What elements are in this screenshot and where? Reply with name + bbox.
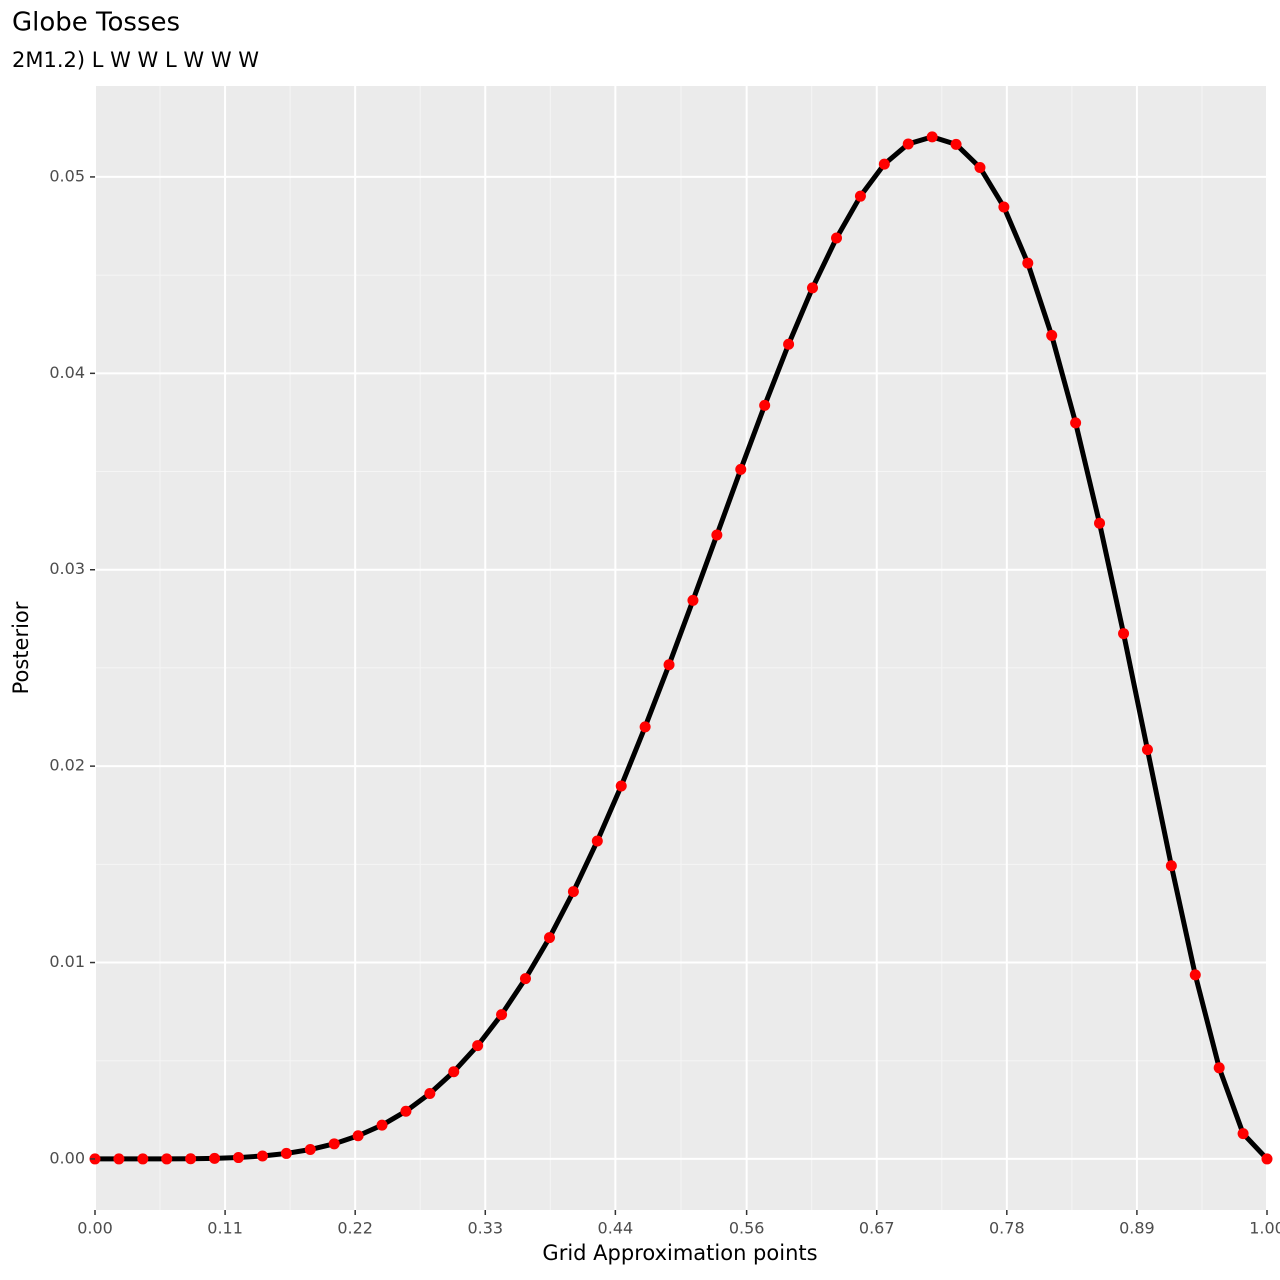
marks <box>89 131 1273 1165</box>
point <box>472 1040 484 1052</box>
x-tick-label: 0.00 <box>77 1219 113 1238</box>
y-tick-label: 0.05 <box>49 166 85 185</box>
x-tick-label: 1.00 <box>1249 1219 1280 1238</box>
point <box>663 659 675 671</box>
point <box>711 529 723 541</box>
y-tick-label: 0.04 <box>49 363 85 382</box>
point <box>1141 744 1153 756</box>
point <box>806 282 818 294</box>
point <box>161 1153 173 1165</box>
point <box>1189 969 1201 981</box>
x-tick-label: 0.11 <box>207 1219 243 1238</box>
point <box>998 201 1010 213</box>
x-tick-label: 0.67 <box>859 1219 895 1238</box>
point <box>256 1150 268 1162</box>
y-tick-label: 0.00 <box>49 1148 85 1167</box>
chart-title: Globe Tosses <box>12 8 180 38</box>
point <box>1165 860 1177 872</box>
point <box>424 1088 436 1100</box>
x-tick-label: 0.44 <box>598 1219 634 1238</box>
point <box>1046 329 1058 341</box>
point <box>1261 1153 1273 1165</box>
y-axis-title: Posterior <box>9 601 33 694</box>
point <box>926 131 938 143</box>
point <box>280 1147 292 1159</box>
point <box>950 138 962 150</box>
point <box>878 158 890 170</box>
point <box>496 1009 508 1021</box>
point <box>639 721 651 733</box>
point <box>328 1138 340 1150</box>
point <box>185 1153 197 1165</box>
y-tick-label: 0.01 <box>49 952 85 971</box>
point <box>113 1153 125 1165</box>
point <box>735 463 747 475</box>
x-axis-title: Grid Approximation points <box>542 1241 817 1265</box>
x-tick-label: 0.56 <box>729 1219 765 1238</box>
point <box>615 780 627 792</box>
point <box>400 1105 412 1117</box>
point <box>591 835 603 847</box>
point <box>974 162 986 174</box>
x-tick-label: 0.33 <box>467 1219 503 1238</box>
point <box>1118 628 1130 640</box>
point <box>831 232 843 244</box>
point <box>448 1066 460 1078</box>
point <box>304 1144 316 1156</box>
chart-subtitle: 2M1.2) L W W L W W W <box>12 48 259 72</box>
point <box>1022 257 1034 269</box>
grid <box>94 86 1268 1210</box>
point <box>209 1152 221 1164</box>
point <box>376 1119 388 1131</box>
x-tick-label: 0.22 <box>337 1219 373 1238</box>
point <box>1070 417 1082 429</box>
y-tick-label: 0.02 <box>49 756 85 775</box>
point <box>352 1130 364 1142</box>
point <box>854 190 866 202</box>
point <box>1213 1062 1225 1074</box>
point <box>759 399 771 411</box>
point <box>137 1153 149 1165</box>
x-tick-label: 0.78 <box>989 1219 1025 1238</box>
point <box>783 338 795 350</box>
y-tick-label: 0.03 <box>49 559 85 578</box>
point <box>902 138 914 150</box>
point <box>687 594 699 606</box>
point <box>567 886 579 898</box>
point <box>1094 517 1106 529</box>
point <box>519 973 531 985</box>
x-tick-label: 0.89 <box>1119 1219 1155 1238</box>
point <box>544 932 556 944</box>
point <box>1237 1128 1249 1140</box>
point <box>232 1152 244 1164</box>
